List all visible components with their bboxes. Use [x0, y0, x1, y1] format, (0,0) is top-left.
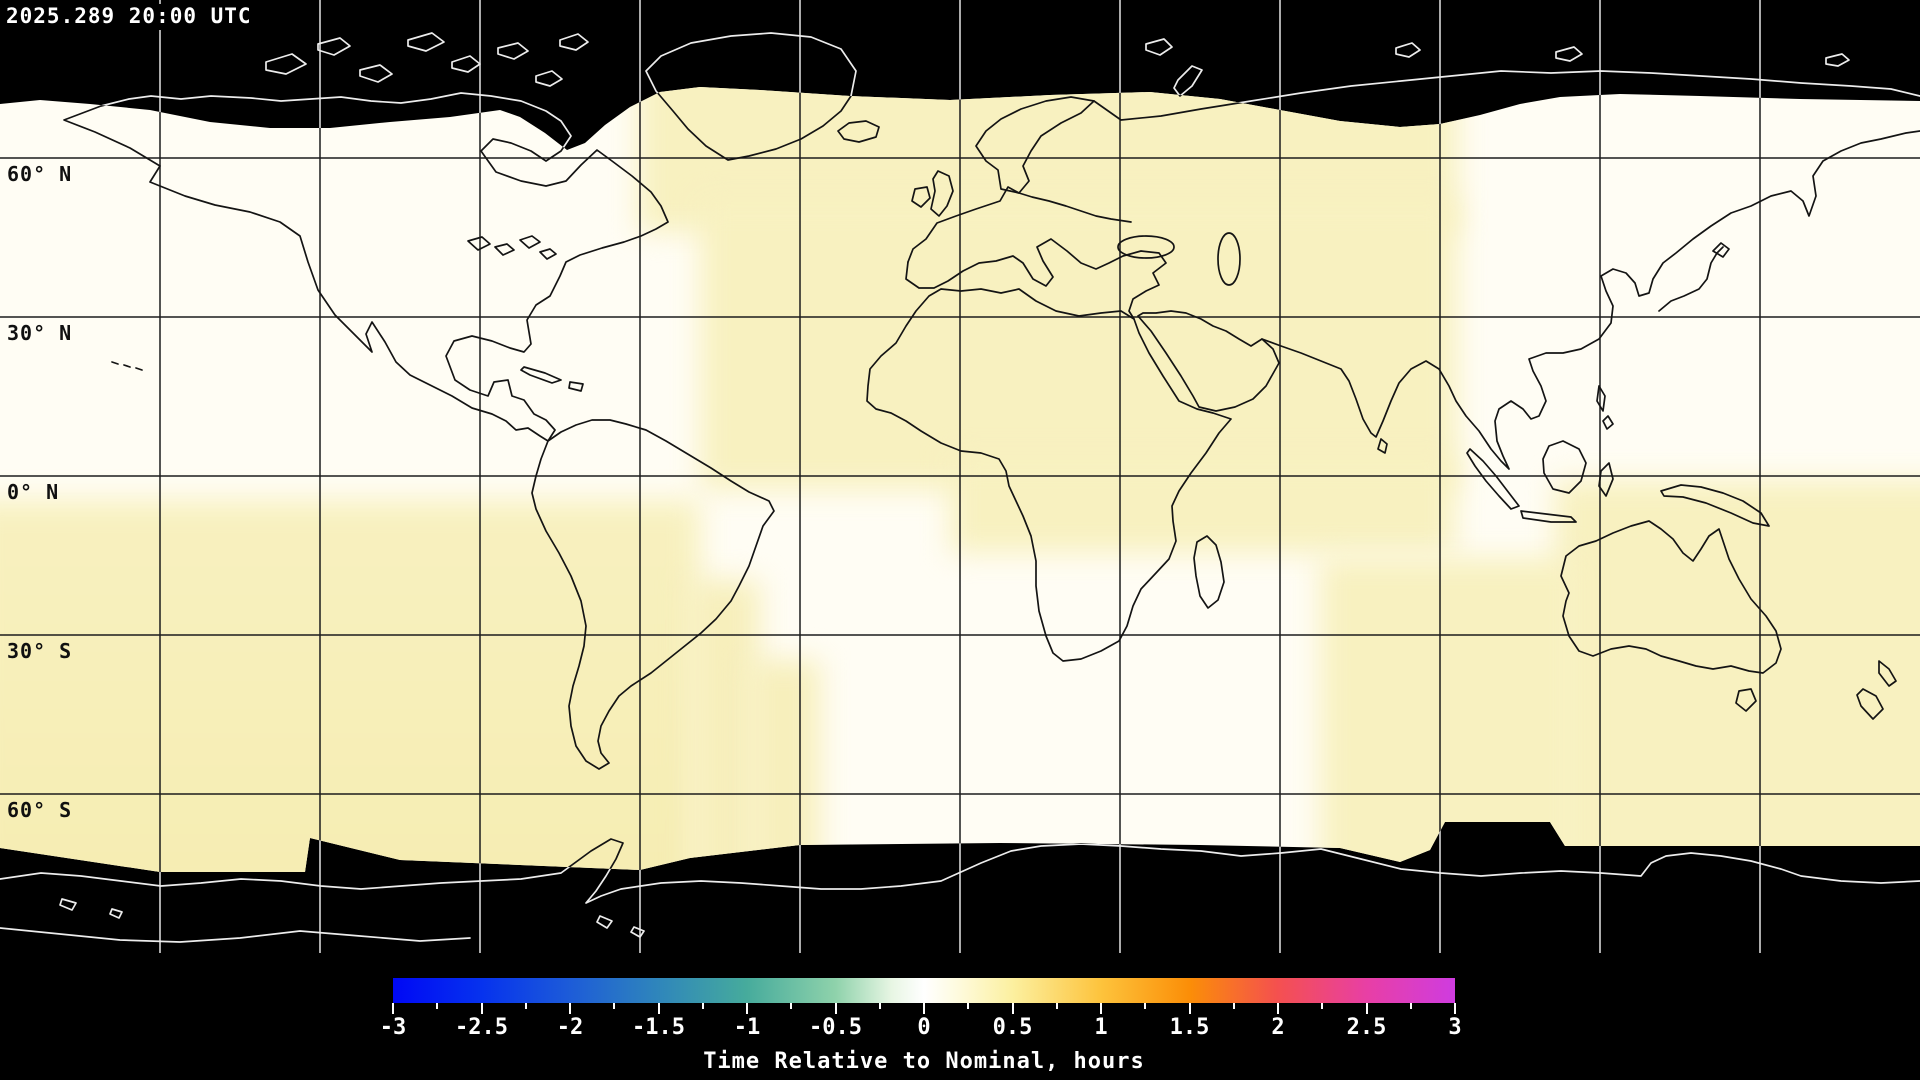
- colorbar-tick-label: 1: [1094, 1015, 1108, 1040]
- colorbar-minor-tick: [436, 1003, 439, 1009]
- colorbar-minor-tick: [1409, 1003, 1412, 1009]
- colorbar-minor-tick: [1232, 1003, 1235, 1009]
- colorbar-minor-tick: [878, 1003, 881, 1009]
- colorbar-major-tick: [569, 1003, 571, 1014]
- colorbar-tick-label: 0: [917, 1015, 931, 1040]
- colorbar-major-tick: [1011, 1003, 1014, 1014]
- colorbar-tick-label: -1.5: [632, 1015, 685, 1040]
- colorbar-major-tick: [1100, 1003, 1102, 1014]
- late-swath-australia-west: [1320, 558, 1580, 872]
- colorbar-minor-tick: [524, 1003, 527, 1009]
- colorbar-tick-label: -2: [556, 1015, 584, 1040]
- colorbar-minor-tick: [1055, 1003, 1058, 1009]
- late-swath-africa-slant: [950, 458, 1455, 553]
- colorbar-minor-tick: [701, 1003, 704, 1009]
- colorbar-major-tick: [834, 1003, 837, 1014]
- colorbar-major-tick: [392, 1003, 394, 1014]
- colorbar-gradient: [393, 978, 1455, 1003]
- latitude-label: 60° N: [7, 162, 73, 186]
- colorbar-major-tick: [480, 1003, 483, 1014]
- colorbar-tick-label: 2: [1271, 1015, 1285, 1040]
- colorbar-major-tick: [1188, 1003, 1191, 1014]
- colorbar-tick-label: 1.5: [1169, 1015, 1210, 1040]
- late-swath-southwest: [0, 500, 700, 872]
- latitude-label: 0° N: [7, 480, 60, 504]
- colorbar-major-tick: [746, 1003, 748, 1014]
- colorbar-tick-label: 2.5: [1346, 1015, 1387, 1040]
- late-swath-southwest-edge2: [748, 660, 820, 872]
- colorbar-minor-tick: [790, 1003, 793, 1009]
- late-swath-australia: [1555, 480, 1920, 872]
- colorbar-tick-label: -2.5: [455, 1015, 508, 1040]
- timestamp-label: 2025.289 20:00 UTC: [6, 4, 256, 30]
- colorbar-minor-tick: [613, 1003, 616, 1009]
- late-swath-europe-south: [700, 200, 1457, 490]
- colorbar-major-tick: [923, 1003, 925, 1014]
- world-map: 60° N 30° N 0° N 30° S 60° S 2025.289 20:00 …: [0, 0, 1920, 953]
- latitude-label: 30° N: [7, 321, 73, 345]
- colorbar-minor-tick: [1144, 1003, 1147, 1009]
- colorbar-tick-label: 0.5: [992, 1015, 1033, 1040]
- colorbar-tick-label: -0.5: [809, 1015, 862, 1040]
- colorbar-major-tick: [1454, 1003, 1456, 1014]
- colorbar-major-tick: [657, 1003, 660, 1014]
- colorbar-minor-tick: [1321, 1003, 1324, 1009]
- colorbar-tick-label: 3: [1448, 1015, 1462, 1040]
- data-region-lines: [0, 0, 1920, 953]
- latitude-label: 60° S: [7, 798, 73, 822]
- colorbar-major-tick: [1365, 1003, 1368, 1014]
- colorbar-tick-label: -3: [379, 1015, 407, 1040]
- colorbar-major-tick: [1277, 1003, 1279, 1014]
- latitude-label: 30° S: [7, 639, 73, 663]
- colorbar-title: Time Relative to Nominal, hours: [703, 1049, 1145, 1074]
- colorbar-tick-label: -1: [733, 1015, 761, 1040]
- colorbar-minor-tick: [967, 1003, 970, 1009]
- colorbar: -3 -2.5 -2 -1.5 -1 -0.5 0 0.5 1 1.5 2 2.5 3 Time Rel…: [0, 953, 1920, 1080]
